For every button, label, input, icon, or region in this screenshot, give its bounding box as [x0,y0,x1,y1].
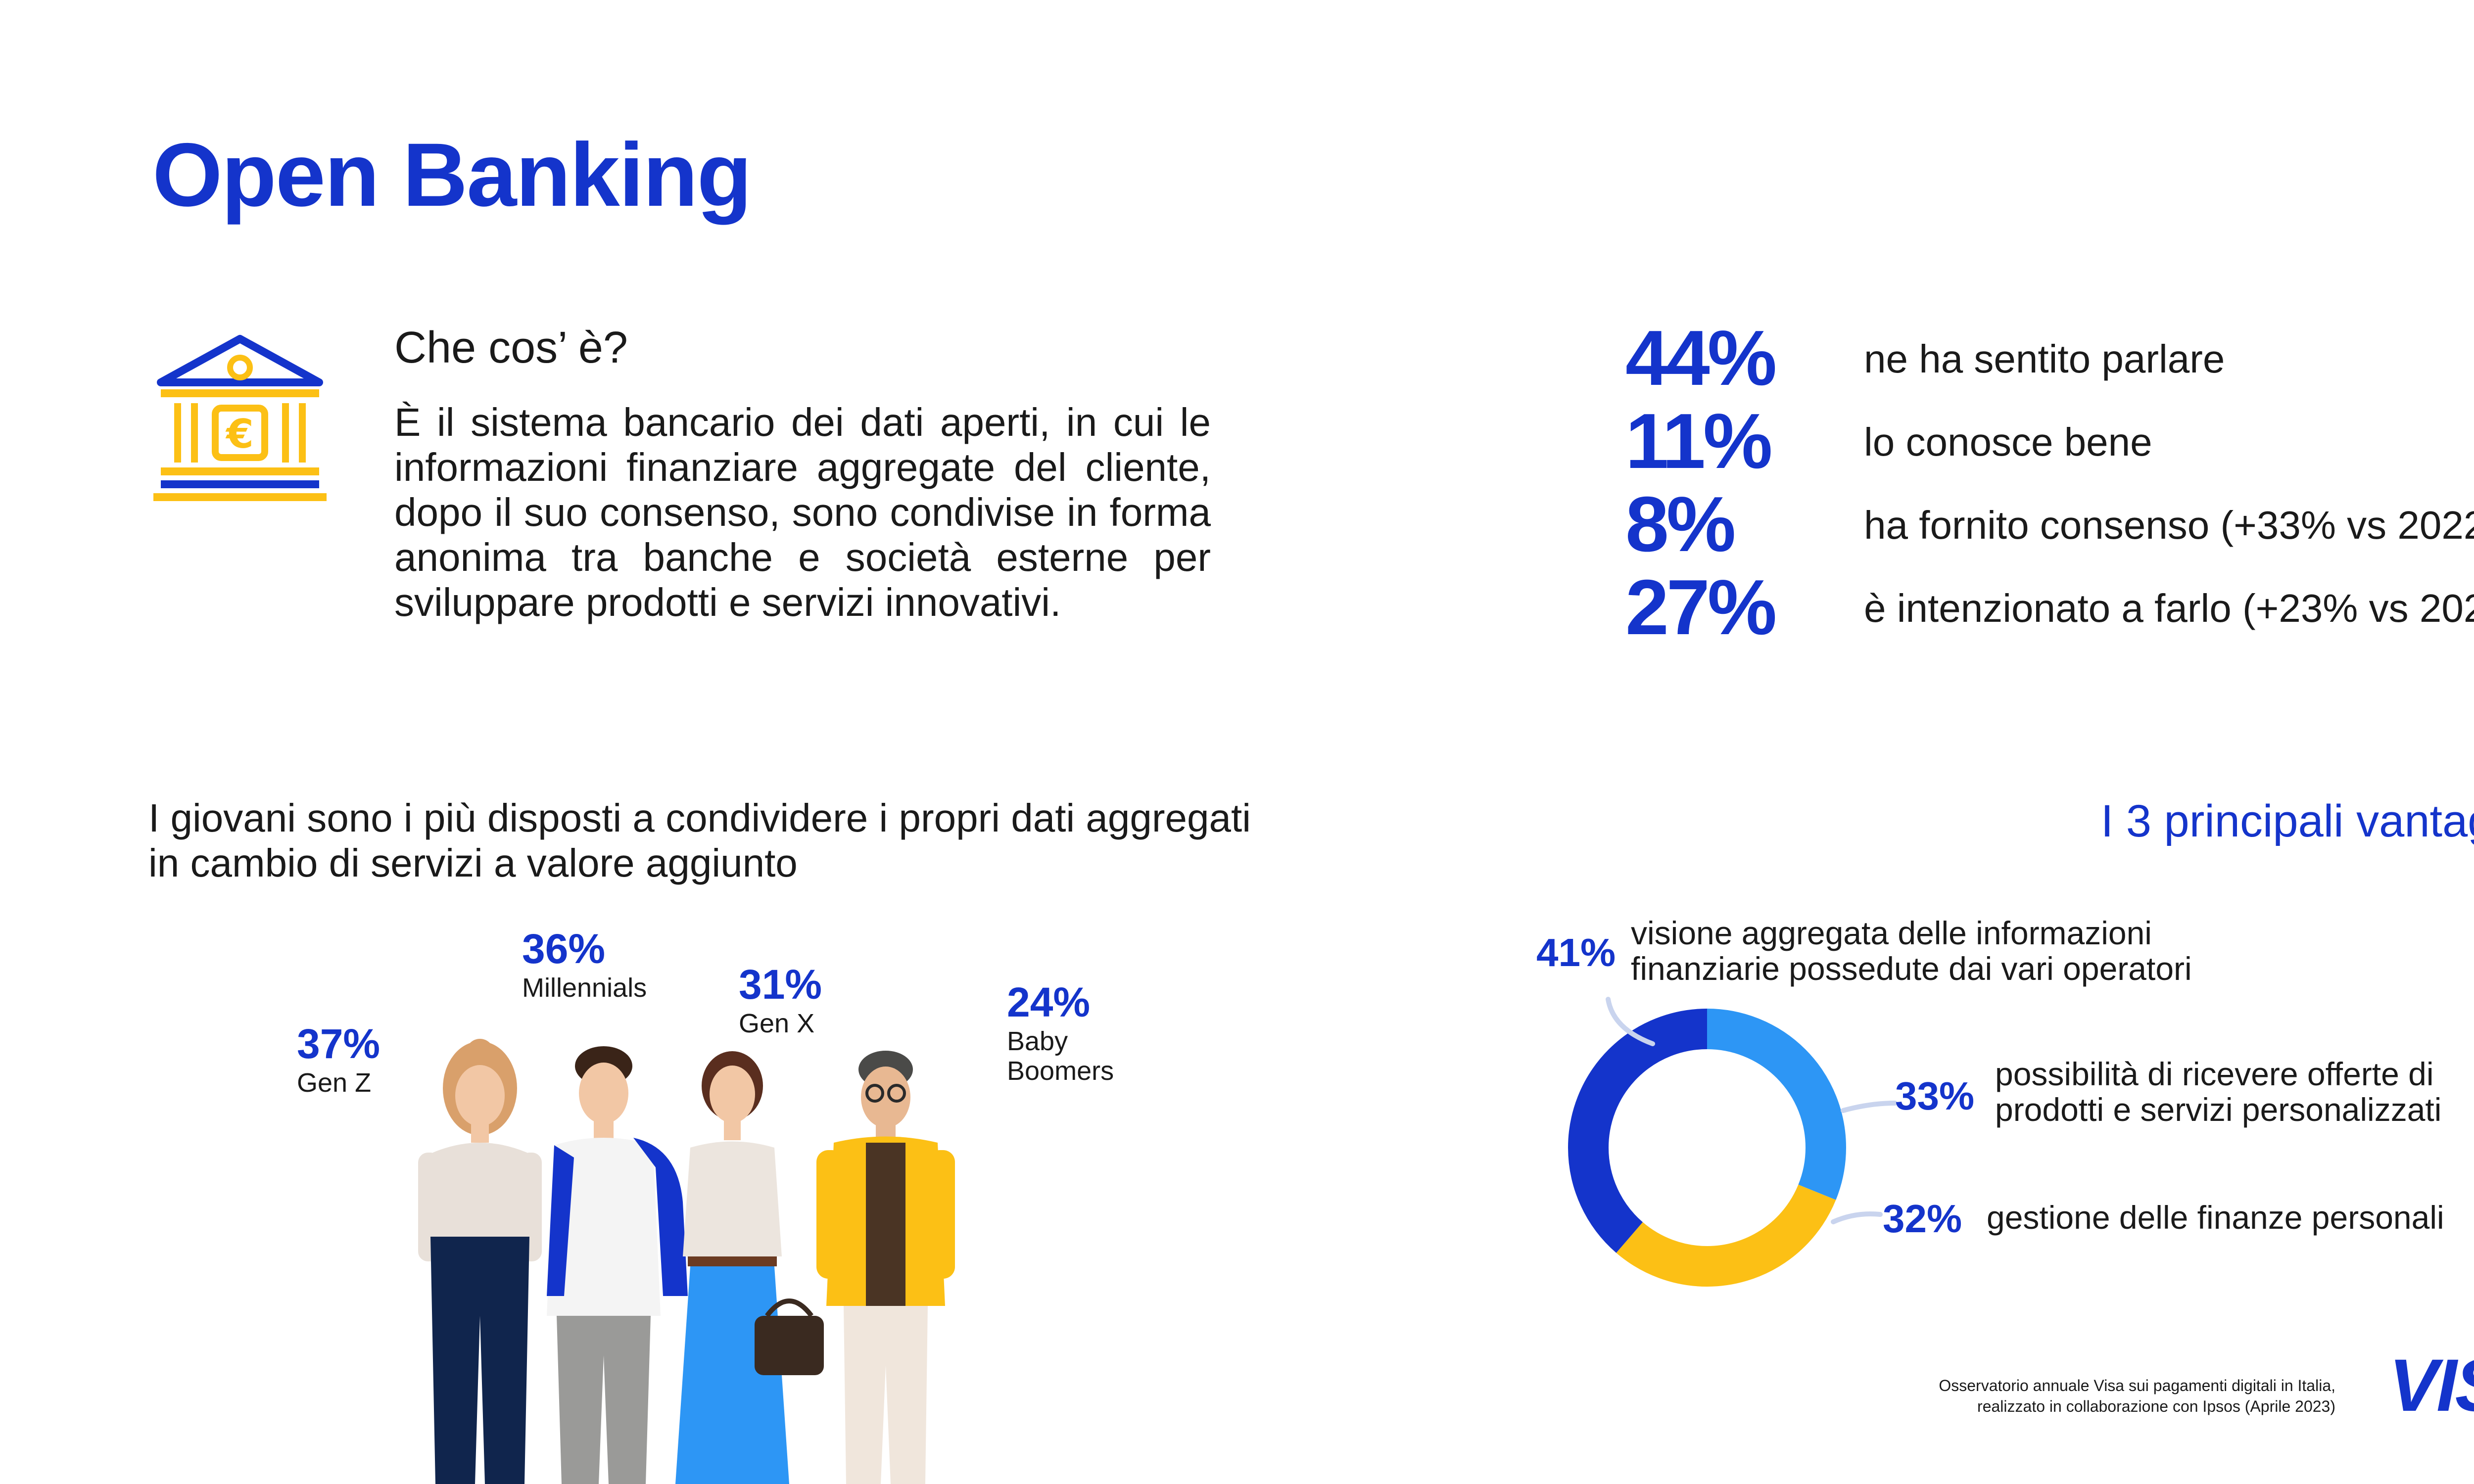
baby-boomers-group: 24% Baby Boomers [1007,978,1114,1086]
source-line2: realizzato in collaborazione con Ipsos (… [1977,1397,2335,1415]
gen-z-percentage: 37% [297,1020,381,1067]
baby-boomers-label-line1: Baby [1007,1026,1068,1056]
stat-row: 11% lo conosce bene [1625,400,2474,483]
millennials-label: Millennials [522,973,647,1003]
baby-boomers-label-line2: Boomers [1007,1056,1114,1086]
stat-percentage: 27% [1625,564,1777,651]
stat-label: lo conosce bene [1864,420,2152,464]
baby-boomers-percentage: 24% [1007,979,1091,1025]
slice-41-label-line1: visione aggregata delle informazioni [1631,915,2152,951]
definition-question: Che cos’ è? [394,323,628,372]
visa-logo: VISA [2389,1350,2474,1425]
page-title: Open Banking [152,124,752,225]
people-illustration [418,1039,955,1484]
slice-32-label: gestione delle finanze personali [1987,1199,2444,1236]
gen-x-label: Gen X [739,1009,815,1038]
stat-percentage: 44% [1625,315,1777,402]
stat-label: ha fornito consenso (+33% vs 2022) [1864,503,2474,547]
slice-41-label: visione aggregata delle informazioni fin… [1631,915,2192,986]
slice-41-label-line2: finanziarie possedute dai vari operatori [1631,950,2192,987]
millennials-percentage: 36% [522,926,606,972]
gen-x-group: 31% Gen X [739,961,822,1038]
stat-row: 8% ha fornito consenso (+33% vs 2022) [1625,483,2474,566]
stat-percentage: 8% [1625,481,1736,568]
person-millennials [547,1046,688,1484]
source-note: Osservatorio annuale Visa sui pagamenti … [1841,1375,2335,1417]
source-line1: Osservatorio annuale Visa sui pagamenti … [1939,1377,2335,1394]
slice-33-label-line2: prodotti e servizi personalizzati [1995,1091,2442,1128]
slice-33-percentage: 33% [1895,1074,1975,1118]
stat-label: ne ha sentito parlare [1864,337,2225,381]
gen-x-percentage: 31% [739,961,822,1008]
awareness-stats: 44% ne ha sentito parlare 11% lo conosce… [1625,317,2474,649]
stat-label: è intenzionato a farlo (+23% vs 2022) [1864,586,2474,630]
donut-slice-41 [1568,1009,1846,1287]
slice-41-percentage: 41% [1536,930,1616,974]
definition-text: È il sistema bancario dei dati aperti, i… [394,400,1211,624]
person-gen-z [418,1039,542,1484]
benefits-donut-chart [1568,1009,1846,1287]
leader-line-33 [1841,1101,1898,1113]
visa-logo-text: VISA [2389,1350,2474,1425]
svg-text:€: € [225,411,254,457]
gen-z-group: 37% Gen Z [297,1020,380,1098]
stat-percentage: 11% [1625,398,1773,485]
leader-line-41 [1606,997,1655,1046]
stat-row: 44% ne ha sentito parlare [1625,317,2474,400]
stat-row: 27% è intenzionato a farlo (+23% vs 2022… [1625,566,2474,649]
bank-euro-icon: € [153,335,327,501]
millennials-group: 36% Millennials [522,925,647,1003]
person-gen-x [675,1051,824,1484]
donut-slice-32 [1568,1009,1846,1287]
benefits-title: I 3 principali vantaggi [2100,796,2474,846]
generations-intro: I giovani sono i più disposti a condivid… [148,796,1251,885]
gen-z-label: Gen Z [297,1068,372,1098]
person-baby-boomers [816,1051,955,1484]
slice-32-percentage: 32% [1883,1197,1962,1241]
slice-33-label-line1: possibilità di ricevere offerte di [1995,1056,2434,1092]
leader-line-32 [1831,1211,1883,1224]
slice-33-label: possibilità di ricevere offerte di prodo… [1995,1056,2441,1127]
